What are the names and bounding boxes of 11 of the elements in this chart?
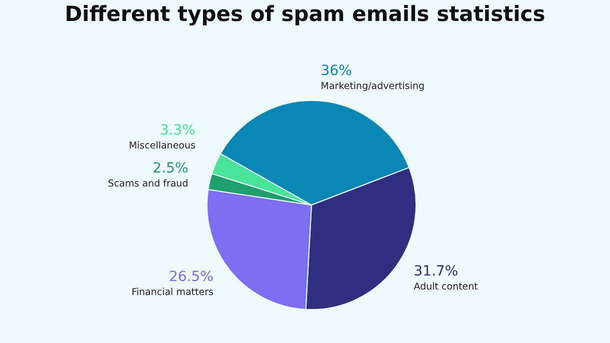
slice-label: Miscellaneous xyxy=(128,140,196,152)
slice-label: Financial matters xyxy=(132,286,214,298)
data-label: 3.3% xyxy=(160,122,196,138)
slice-label: Adult content xyxy=(414,281,478,292)
slice-label: Marketing/advertising xyxy=(320,80,425,92)
data-label: 2.5% xyxy=(152,160,188,176)
chart-title: Different types of spam emails statistics xyxy=(64,2,546,26)
data-label: 36% xyxy=(320,62,352,79)
data-label: 31.7% xyxy=(414,263,458,280)
slice-label: Scams and fraud xyxy=(108,178,188,190)
data-label: 26.5% xyxy=(168,268,214,285)
